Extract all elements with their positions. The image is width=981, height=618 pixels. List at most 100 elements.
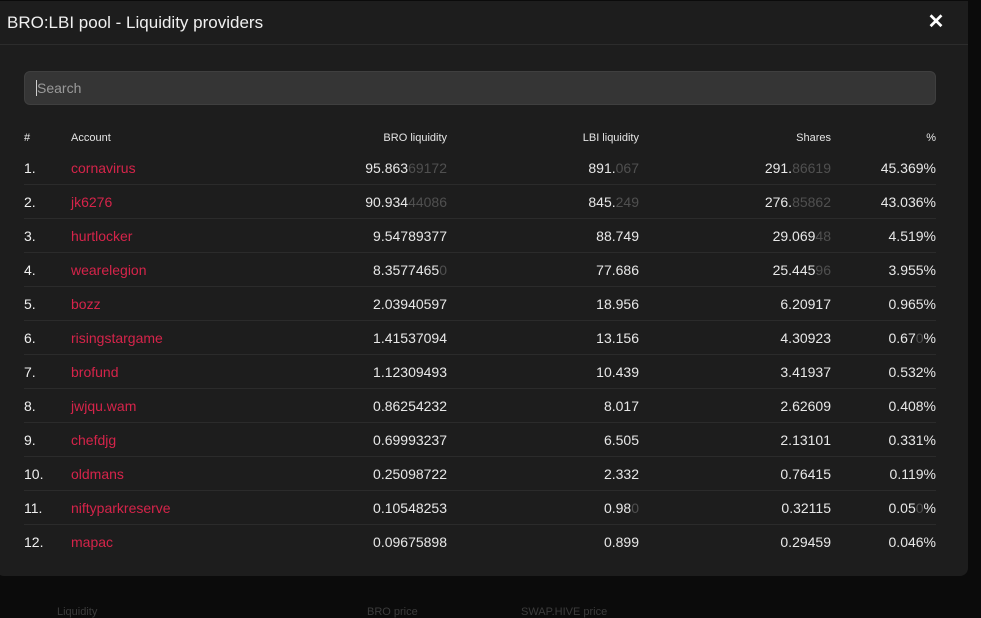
percent-value: 45.369% — [880, 159, 936, 176]
modal-header: BRO:LBI pool - Liquidity providers ✕ — [0, 1, 968, 45]
close-icon[interactable]: ✕ — [927, 11, 945, 33]
table-row: 11. niftyparkreserve 0.10548253 0.980 0.3211… — [24, 490, 936, 525]
lbi-liquidity-cell: 6.505 — [447, 422, 639, 457]
percent-value: 0.119% — [889, 465, 936, 482]
background-footer: Liquidity BRO price SWAP.HIVE price — [0, 576, 981, 618]
bro-liquidity-cell: 0.10548253 — [251, 490, 447, 525]
percent-cell: 0.046% — [831, 525, 936, 559]
table-row: 5. bozz 2.03940597 18.956 6.20917 0.965% — [24, 286, 936, 321]
account-link[interactable]: jwjqu.wam — [71, 397, 137, 414]
percent-cell: 4.519% — [831, 218, 936, 253]
lbi-liquidity-cell: 13.156 — [447, 320, 639, 355]
account-link[interactable]: risingstargame — [71, 329, 163, 346]
percent-cell: 0.670% — [831, 320, 936, 355]
shares-value: 29.069 — [772, 227, 816, 244]
shares-cell: 2.62609 — [639, 388, 831, 423]
account-link[interactable]: bozz — [71, 295, 101, 312]
shares-cell: 0.76415 — [639, 456, 831, 491]
table-row: 10. oldmans 0.25098722 2.332 0.76415 0.119% — [24, 456, 936, 491]
rank-cell: 11. — [24, 490, 71, 525]
bro-liquidity-cell: 0.09675898 — [251, 525, 447, 559]
bg-label-bro-price: BRO price — [367, 606, 418, 618]
shares-value: 0.32115 — [781, 499, 831, 516]
shares-value: 276. — [764, 193, 793, 210]
search-input[interactable] — [24, 71, 936, 105]
account-link[interactable]: wearelegion — [71, 261, 147, 278]
shares-value-dim: 48 — [815, 227, 831, 244]
lbi-value: 6.505 — [603, 431, 639, 448]
lbi-liquidity-cell: 0.980 — [447, 490, 639, 525]
bro-value: 0.25098722 — [373, 465, 447, 482]
percent-suffix: % — [923, 329, 936, 346]
lbi-value: 0.899 — [603, 533, 639, 550]
account-link[interactable]: mapac — [71, 533, 114, 550]
shares-cell: 29.06948 — [639, 218, 831, 253]
providers-table: # Account BRO liquidity LBI liquidity Sh… — [24, 125, 936, 558]
bg-label-liquidity: Liquidity — [57, 606, 98, 618]
table-row: 2. jk6276 90.93444086 845.249 276.85862 43.03… — [24, 184, 936, 219]
bro-value-dim: 0 — [439, 261, 447, 278]
table-row: 7. brofund 1.12309493 10.439 3.41937 0.532% — [24, 354, 936, 389]
account-link[interactable]: hurtlocker — [71, 227, 133, 244]
shares-cell: 4.30923 — [639, 320, 831, 355]
lbi-value: 891. — [588, 159, 616, 176]
account-link[interactable]: oldmans — [71, 465, 124, 482]
percent-value: 0.331% — [888, 431, 936, 448]
bro-value: 8.3577465 — [373, 261, 440, 278]
table-header-row: # Account BRO liquidity LBI liquidity Sh… — [24, 125, 936, 151]
percent-value: 0.046% — [888, 533, 936, 550]
bro-liquidity-cell: 0.86254232 — [251, 388, 447, 423]
rank-cell: 10. — [24, 456, 71, 491]
bro-liquidity-cell: 9.54789377 — [251, 218, 447, 253]
table-row: 12. mapac 0.09675898 0.899 0.29459 0.046% — [24, 525, 936, 559]
rank-cell: 8. — [24, 388, 71, 423]
bg-label-swap-hive-price: SWAP.HIVE price — [521, 606, 608, 618]
account-link[interactable]: cornavirus — [71, 159, 136, 176]
header-bro-liquidity: BRO liquidity — [383, 132, 447, 144]
account-link[interactable]: chefdjg — [71, 431, 117, 448]
percent-value: 3.955% — [888, 261, 936, 278]
bro-liquidity-cell: 1.12309493 — [251, 354, 447, 389]
shares-value: 4.30923 — [780, 329, 831, 346]
lbi-value: 10.439 — [596, 363, 639, 380]
percent-value: 0.532% — [888, 363, 936, 380]
shares-cell: 0.32115 — [639, 490, 831, 525]
shares-value: 3.41937 — [780, 363, 831, 380]
percent-cell: 45.369% — [831, 151, 936, 185]
bro-liquidity-cell: 2.03940597 — [251, 286, 447, 321]
table-row: 3. hurtlocker 9.54789377 88.749 29.06948 4.51… — [24, 218, 936, 253]
shares-value-dim: 85862 — [792, 193, 831, 210]
lbi-value: 18.956 — [596, 295, 639, 312]
rank-cell: 9. — [24, 422, 71, 457]
percent-cell: 3.955% — [831, 252, 936, 287]
bro-liquidity-cell: 90.93444086 — [251, 184, 447, 219]
lbi-value-dim: 0 — [631, 499, 639, 516]
percent-value: 0.67 — [888, 329, 916, 346]
account-link[interactable]: brofund — [71, 363, 119, 380]
table-row: 9. chefdjg 0.69993237 6.505 2.13101 0.331% — [24, 422, 936, 457]
bro-value: 0.86254232 — [373, 397, 447, 414]
lbi-liquidity-cell: 88.749 — [447, 218, 639, 253]
lbi-liquidity-cell: 2.332 — [447, 456, 639, 491]
header-shares: Shares — [796, 132, 831, 144]
rank-cell: 5. — [24, 286, 71, 321]
shares-value: 25.445 — [772, 261, 816, 278]
lbi-value: 8.017 — [603, 397, 639, 414]
bro-liquidity-cell: 95.86369172 — [251, 151, 447, 185]
text-cursor — [36, 80, 37, 96]
bro-value: 1.12309493 — [373, 363, 447, 380]
rank-cell: 2. — [24, 184, 71, 219]
account-link[interactable]: niftyparkreserve — [71, 499, 171, 516]
bro-liquidity-cell: 1.41537094 — [251, 320, 447, 355]
bro-value: 9.54789377 — [373, 227, 447, 244]
header-account: Account — [71, 132, 111, 144]
shares-value: 0.29459 — [780, 533, 831, 550]
header-rank: # — [24, 132, 31, 144]
lbi-liquidity-cell: 845.249 — [447, 184, 639, 219]
lbi-liquidity-cell: 10.439 — [447, 354, 639, 389]
shares-value: 0.76415 — [780, 465, 831, 482]
account-link[interactable]: jk6276 — [71, 193, 113, 210]
table-row: 8. jwjqu.wam 0.86254232 8.017 2.62609 0.408% — [24, 388, 936, 423]
lbi-value-dim: 067 — [615, 159, 639, 176]
lbi-value-dim: 249 — [615, 193, 639, 210]
